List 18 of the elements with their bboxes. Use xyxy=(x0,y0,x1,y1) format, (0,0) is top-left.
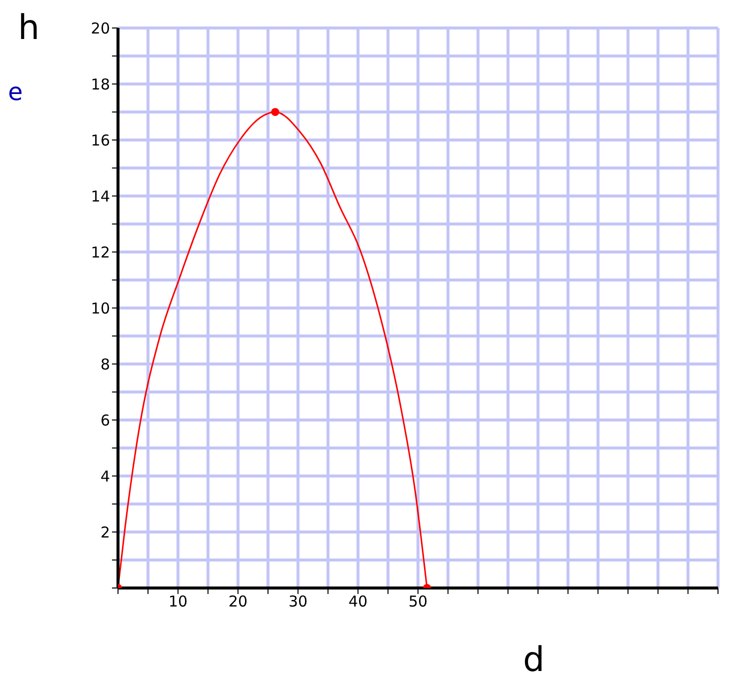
x-tick-label: 20 xyxy=(228,592,248,611)
text: e xyxy=(8,78,23,106)
y-axis-title: h xyxy=(18,8,40,48)
y-tick-label: 20 xyxy=(90,19,110,38)
x-tick-label: 50 xyxy=(408,592,428,611)
y-tick-label: 6 xyxy=(100,411,110,430)
y-tick-label: 2 xyxy=(100,523,110,542)
x-tick-label: 40 xyxy=(348,592,368,611)
y-tick-label: 18 xyxy=(90,75,110,94)
y-tick-label: 8 xyxy=(100,355,110,374)
y-tick-label: 14 xyxy=(90,187,110,206)
x-axis-title: d xyxy=(523,640,545,680)
y-tick-label: 16 xyxy=(90,131,110,150)
y-tick-label: 4 xyxy=(100,467,110,486)
y-tick-label: 12 xyxy=(90,243,110,262)
x-tick-label: 30 xyxy=(288,592,308,611)
x-tick-label: 10 xyxy=(168,592,188,611)
y-tick-label: 10 xyxy=(90,299,110,318)
